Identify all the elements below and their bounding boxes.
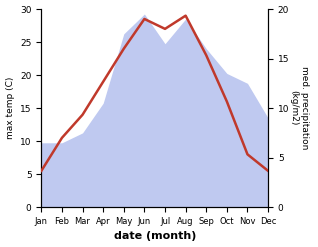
X-axis label: date (month): date (month) bbox=[114, 231, 196, 242]
Y-axis label: max temp (C): max temp (C) bbox=[5, 77, 15, 139]
Y-axis label: med. precipitation
(kg/m2): med. precipitation (kg/m2) bbox=[289, 66, 309, 150]
